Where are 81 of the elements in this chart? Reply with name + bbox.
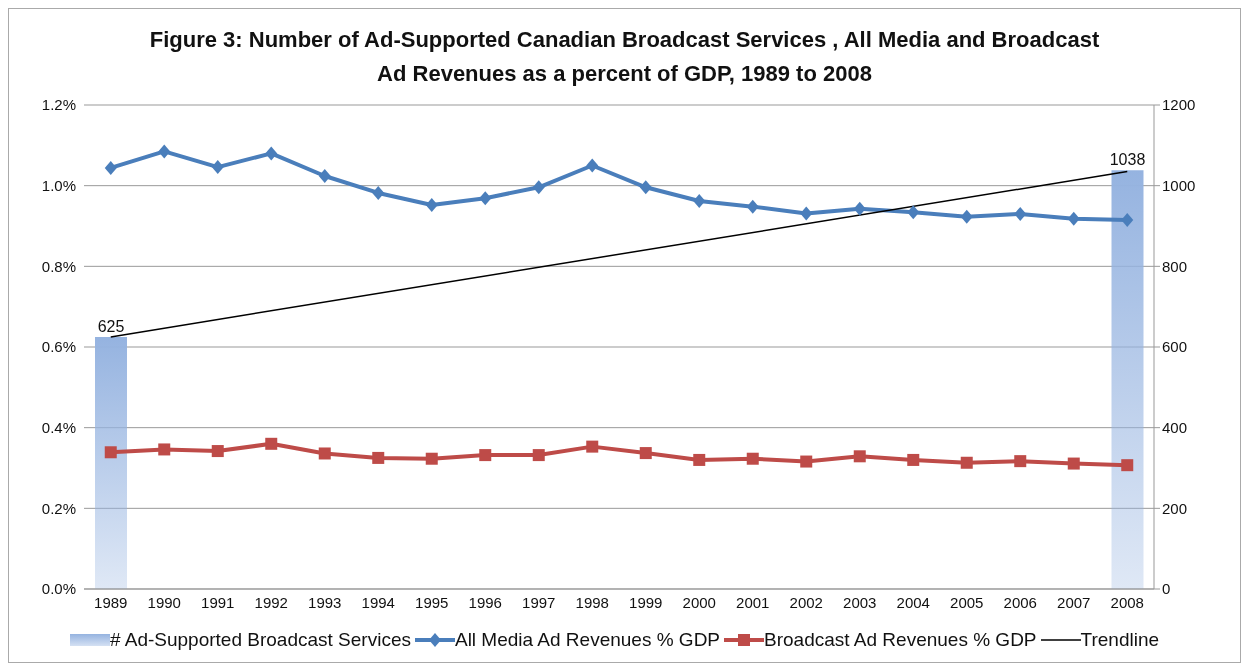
x-tick-label: 2004 bbox=[896, 593, 930, 611]
point bbox=[746, 199, 759, 214]
x-tick-label: 2001 bbox=[736, 593, 770, 611]
chart-title: Figure 3: Number of Ad-Supported Canadian Broadcast Services , All Media and Broadcast Ad Revenues as a percent of GDP, 1989 to 2008 bbox=[148, 26, 1101, 88]
point bbox=[1014, 455, 1027, 468]
point bbox=[1014, 206, 1027, 221]
point bbox=[907, 205, 920, 220]
y2-tick-label: 200 bbox=[1162, 499, 1188, 517]
y-tick-label: 0.6% bbox=[41, 338, 76, 356]
legend-label: Trendline bbox=[1080, 629, 1160, 651]
point bbox=[425, 452, 438, 465]
legend-label: Broadcast Ad Revenues % GDP bbox=[764, 629, 1037, 651]
point bbox=[318, 447, 331, 460]
x-tick-label: 1991 bbox=[201, 593, 235, 611]
point bbox=[532, 180, 545, 195]
x-tick-label: 2005 bbox=[950, 593, 984, 611]
y2-tick-label: 1200 bbox=[1162, 96, 1196, 114]
x-tick-label: 2008 bbox=[1110, 593, 1144, 611]
point bbox=[372, 185, 385, 200]
point bbox=[104, 160, 117, 175]
x-tick-label: 2007 bbox=[1057, 593, 1091, 611]
y-tick-label: 0.4% bbox=[41, 418, 76, 436]
point bbox=[479, 191, 492, 206]
x-tick-label: 2002 bbox=[789, 593, 823, 611]
x-tick-label: 1999 bbox=[629, 593, 663, 611]
point bbox=[425, 198, 438, 213]
point bbox=[800, 206, 813, 221]
x-tick-label: 2003 bbox=[843, 593, 877, 611]
point bbox=[639, 447, 652, 460]
y-tick-label: 0.2% bbox=[41, 499, 76, 517]
x-tick-label: 1998 bbox=[575, 593, 609, 611]
point bbox=[746, 452, 759, 465]
point bbox=[211, 445, 224, 458]
point bbox=[265, 146, 278, 161]
point bbox=[211, 160, 224, 175]
point bbox=[372, 451, 385, 464]
y-tick-label: 0.0% bbox=[41, 580, 76, 598]
point bbox=[318, 168, 331, 183]
point bbox=[907, 453, 920, 466]
x-tick-label: 1989 bbox=[94, 593, 128, 611]
data-label: 1038 bbox=[1109, 151, 1146, 169]
x-tick-label: 1996 bbox=[468, 593, 502, 611]
point bbox=[693, 193, 706, 208]
point bbox=[853, 201, 866, 216]
y-tick-label: 0.8% bbox=[41, 257, 76, 275]
y-tick-label: 1.2% bbox=[41, 96, 76, 114]
point bbox=[800, 455, 813, 468]
x-tick-label: 1997 bbox=[522, 593, 556, 611]
x-tick-label: 1994 bbox=[361, 593, 395, 611]
x-tick-label: 2000 bbox=[682, 593, 716, 611]
point bbox=[960, 456, 973, 469]
x-tick-label: 1992 bbox=[254, 593, 288, 611]
point bbox=[639, 180, 652, 195]
y2-tick-label: 400 bbox=[1162, 418, 1188, 436]
point bbox=[693, 453, 706, 466]
x-tick-label: 2006 bbox=[1003, 593, 1037, 611]
point bbox=[158, 443, 171, 456]
point bbox=[586, 158, 599, 173]
x-tick-label: 1993 bbox=[308, 593, 342, 611]
point bbox=[104, 446, 117, 459]
point bbox=[1121, 459, 1134, 472]
x-tick-label: 1995 bbox=[415, 593, 449, 611]
point bbox=[479, 449, 492, 462]
y2-tick-label: 1000 bbox=[1162, 176, 1196, 194]
y2-tick-label: 0 bbox=[1162, 580, 1171, 598]
point bbox=[586, 440, 599, 453]
y-tick-label: 1.0% bbox=[41, 176, 76, 194]
point bbox=[265, 437, 278, 450]
point bbox=[532, 449, 545, 462]
y2-tick-label: 800 bbox=[1162, 257, 1188, 275]
data-label: 625 bbox=[97, 317, 125, 335]
legend-label: # Ad-Supported Broadcast Services bbox=[109, 629, 411, 651]
y2-tick-label: 600 bbox=[1162, 338, 1188, 356]
point bbox=[1067, 457, 1080, 470]
x-tick-label: 1990 bbox=[147, 593, 181, 611]
legend-label: All Media Ad Revenues % GDP bbox=[454, 629, 721, 651]
point bbox=[158, 144, 171, 159]
point bbox=[960, 209, 973, 224]
point bbox=[853, 450, 866, 463]
point bbox=[1121, 212, 1134, 227]
point bbox=[1067, 211, 1080, 226]
